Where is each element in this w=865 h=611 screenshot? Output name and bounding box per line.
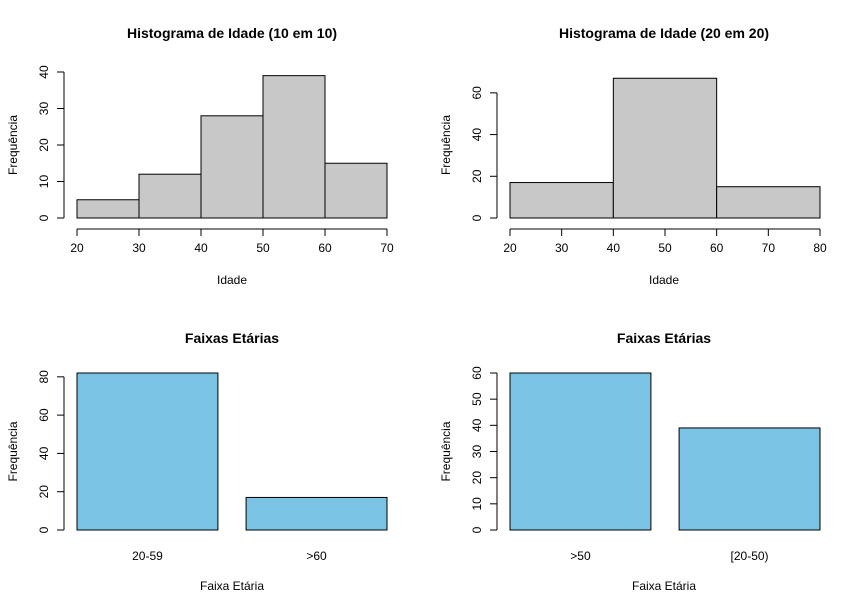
histogram-bar <box>324 162 388 219</box>
x-tick-label: 20 <box>503 241 517 255</box>
chart-title: Histograma de Idade (10 em 10) <box>127 25 337 41</box>
y-tick-label: 40 <box>37 65 51 79</box>
y-tick-label: 60 <box>470 86 484 100</box>
x-category-label: [20-50) <box>731 549 769 563</box>
y-tick-label: 40 <box>470 128 484 142</box>
y-tick-label: 0 <box>470 526 484 533</box>
x-tick-label: 30 <box>555 241 569 255</box>
x-category-label: >50 <box>570 549 591 563</box>
histogram-bar <box>716 186 821 219</box>
y-tick-label: 30 <box>470 445 484 459</box>
x-tick-label: 60 <box>318 241 332 255</box>
x-category-label: 20-59 <box>132 549 163 563</box>
histogram-bar <box>76 199 140 219</box>
histogram-bar <box>612 77 718 219</box>
x-tick-label: 20 <box>70 241 84 255</box>
y-axis-label: Frequência <box>6 115 20 175</box>
x-tick-label: 40 <box>194 241 208 255</box>
y-tick-label: 0 <box>470 214 484 221</box>
histogram-bar <box>509 182 614 219</box>
x-axis-label: Idade <box>649 273 679 287</box>
y-tick-label: 60 <box>37 408 51 422</box>
bar <box>245 496 388 531</box>
y-tick-label: 10 <box>37 175 51 189</box>
y-tick-label: 20 <box>37 138 51 152</box>
x-tick-label: 30 <box>132 241 146 255</box>
histogram-bar <box>262 75 326 219</box>
y-tick-label: 10 <box>470 497 484 511</box>
x-category-label: >60 <box>306 549 327 563</box>
y-tick-label: 20 <box>470 169 484 183</box>
x-axis-label: Faixa Etária <box>632 579 696 593</box>
y-axis-label: Frequência <box>439 421 453 481</box>
y-tick-label: 80 <box>37 370 51 384</box>
x-tick-label: 70 <box>762 241 776 255</box>
y-tick-label: 40 <box>470 418 484 432</box>
histogram-bar <box>138 173 202 219</box>
y-axis-label: Frequência <box>439 115 453 175</box>
x-tick-label: 80 <box>813 241 827 255</box>
x-tick-label: 40 <box>607 241 621 255</box>
bar <box>678 427 821 531</box>
y-tick-label: 60 <box>470 366 484 380</box>
histogram-bar <box>200 115 264 219</box>
bar <box>76 372 219 531</box>
y-tick-label: 0 <box>37 526 51 533</box>
y-tick-label: 20 <box>37 485 51 499</box>
y-axis-label: Frequência <box>6 421 20 481</box>
y-tick-label: 30 <box>37 102 51 116</box>
y-tick-label: 40 <box>37 446 51 460</box>
y-tick-label: 20 <box>470 471 484 485</box>
chart-title: Histograma de Idade (20 em 20) <box>559 25 769 41</box>
bar <box>509 372 652 531</box>
x-tick-label: 70 <box>380 241 394 255</box>
x-tick-label: 60 <box>710 241 724 255</box>
y-tick-label: 50 <box>470 392 484 406</box>
x-tick-label: 50 <box>256 241 270 255</box>
x-axis-label: Faixa Etária <box>200 579 264 593</box>
chart-title: Faixas Etárias <box>617 330 711 346</box>
x-axis-label: Idade <box>217 273 247 287</box>
x-tick-label: 50 <box>658 241 672 255</box>
y-tick-label: 0 <box>37 214 51 221</box>
chart-title: Faixas Etárias <box>185 330 279 346</box>
